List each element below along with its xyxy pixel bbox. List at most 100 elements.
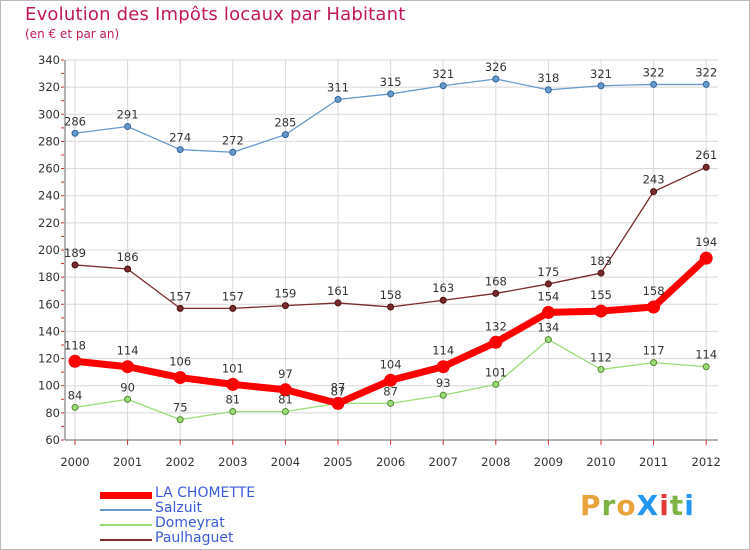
data-point-salzuit [334, 95, 342, 103]
data-label-la-chomette: 194 [695, 235, 717, 249]
chart-subtitle: (en € et par an) [25, 27, 120, 41]
data-label-domeyrat: 87 [383, 384, 398, 398]
x-tick-label: 2010 [586, 455, 615, 469]
data-label-domeyrat: 114 [695, 348, 717, 362]
data-label-paulhaguet: 157 [169, 289, 191, 303]
x-tick-label: 2002 [166, 455, 195, 469]
data-label-paulhaguet: 189 [64, 246, 86, 260]
data-label-domeyrat: 81 [278, 393, 293, 407]
data-label-la-chomette: 106 [169, 355, 191, 369]
legend-swatch-domeyrat [100, 524, 152, 526]
data-point-paulhaguet [544, 280, 552, 288]
legend-label-la-chomette: LA CHOMETTE [155, 485, 256, 501]
x-tick-label: 2006 [376, 455, 405, 469]
data-label-paulhaguet: 161 [327, 284, 349, 298]
data-point-paulhaguet [492, 289, 500, 297]
y-tick-label: 140 [38, 324, 60, 338]
x-tick-label: 2011 [639, 455, 668, 469]
x-tick-label: 2004 [271, 455, 300, 469]
y-tick-label: 280 [38, 134, 60, 148]
data-label-domeyrat: 134 [537, 321, 559, 335]
x-tick-label: 2001 [113, 455, 142, 469]
data-point-salzuit [439, 82, 447, 90]
data-label-salzuit: 291 [117, 108, 139, 122]
data-label-la-chomette: 118 [64, 338, 86, 352]
x-tick-label: 2000 [60, 455, 89, 469]
data-point-salzuit [229, 148, 237, 156]
data-label-domeyrat: 75 [173, 401, 188, 415]
y-tick-label: 340 [38, 53, 60, 67]
data-point-paulhaguet [124, 265, 132, 273]
data-point-domeyrat [544, 336, 552, 344]
data-label-salzuit: 286 [64, 114, 86, 128]
data-point-salzuit [387, 90, 395, 98]
data-point-salzuit [650, 80, 658, 88]
data-label-domeyrat: 117 [643, 344, 665, 358]
data-label-domeyrat: 90 [120, 380, 135, 394]
y-tick-label: 100 [38, 379, 60, 393]
data-label-domeyrat: 87 [331, 384, 346, 398]
data-point-salzuit [492, 75, 500, 83]
x-tick-label: 2007 [429, 455, 458, 469]
data-point-paulhaguet [702, 163, 710, 171]
data-point-la-chomette [68, 354, 82, 368]
y-tick-label: 320 [38, 80, 60, 94]
y-tick-label: 300 [38, 107, 60, 121]
data-label-paulhaguet: 158 [380, 288, 402, 302]
data-label-la-chomette: 114 [117, 344, 139, 358]
data-point-domeyrat [650, 359, 658, 367]
legend-swatch-paulhaguet [100, 539, 152, 541]
data-label-salzuit: 326 [485, 60, 507, 74]
data-label-paulhaguet: 163 [432, 281, 454, 295]
legend-swatch-salzuit [100, 509, 152, 511]
logo-letter: o [616, 489, 637, 522]
data-point-domeyrat [176, 416, 184, 424]
data-label-paulhaguet: 168 [485, 274, 507, 288]
data-point-domeyrat [124, 395, 132, 403]
logo-letter: X [636, 489, 660, 522]
data-label-salzuit: 322 [695, 65, 717, 79]
y-tick-label: 120 [38, 352, 60, 366]
data-point-domeyrat [702, 363, 710, 371]
data-label-domeyrat: 112 [590, 350, 612, 364]
data-label-domeyrat: 81 [225, 393, 240, 407]
data-point-domeyrat [229, 408, 237, 415]
data-label-paulhaguet: 159 [274, 287, 296, 301]
data-point-la-chomette [384, 373, 398, 387]
data-label-la-chomette: 97 [278, 367, 293, 381]
data-point-domeyrat [281, 408, 289, 415]
x-tick-label: 2008 [481, 455, 510, 469]
data-point-paulhaguet [71, 261, 79, 269]
data-point-salzuit [124, 123, 132, 130]
data-label-salzuit: 321 [590, 67, 612, 81]
data-label-salzuit: 318 [537, 71, 559, 85]
data-label-domeyrat: 84 [68, 388, 83, 402]
data-label-salzuit: 321 [432, 67, 454, 81]
data-point-la-chomette [436, 360, 450, 374]
legend-label-paulhaguet: Paulhaguet [155, 530, 234, 546]
data-point-paulhaguet [439, 296, 447, 304]
y-tick-label: 80 [45, 406, 60, 420]
y-tick-label: 240 [38, 189, 60, 203]
data-label-domeyrat: 101 [485, 365, 507, 379]
y-tick-label: 200 [38, 243, 60, 257]
x-tick-label: 2005 [323, 455, 352, 469]
data-point-paulhaguet [597, 269, 605, 277]
data-point-salzuit [71, 129, 79, 137]
data-label-paulhaguet: 183 [590, 254, 612, 268]
data-label-la-chomette: 114 [432, 344, 454, 358]
data-label-paulhaguet: 261 [695, 148, 717, 162]
logo-letter: P [580, 489, 602, 522]
y-tick-label: 220 [38, 216, 60, 230]
data-point-paulhaguet [650, 188, 658, 196]
data-label-la-chomette: 101 [222, 361, 244, 375]
chart-title: Evolution des Impôts locaux par Habitant [25, 4, 406, 25]
data-point-salzuit [176, 146, 184, 154]
data-point-paulhaguet [229, 304, 237, 312]
data-point-salzuit [544, 86, 552, 94]
data-label-la-chomette: 104 [380, 357, 402, 371]
data-label-salzuit: 322 [643, 65, 665, 79]
data-label-la-chomette: 87 [331, 380, 346, 394]
logo-letter: r [601, 489, 617, 522]
